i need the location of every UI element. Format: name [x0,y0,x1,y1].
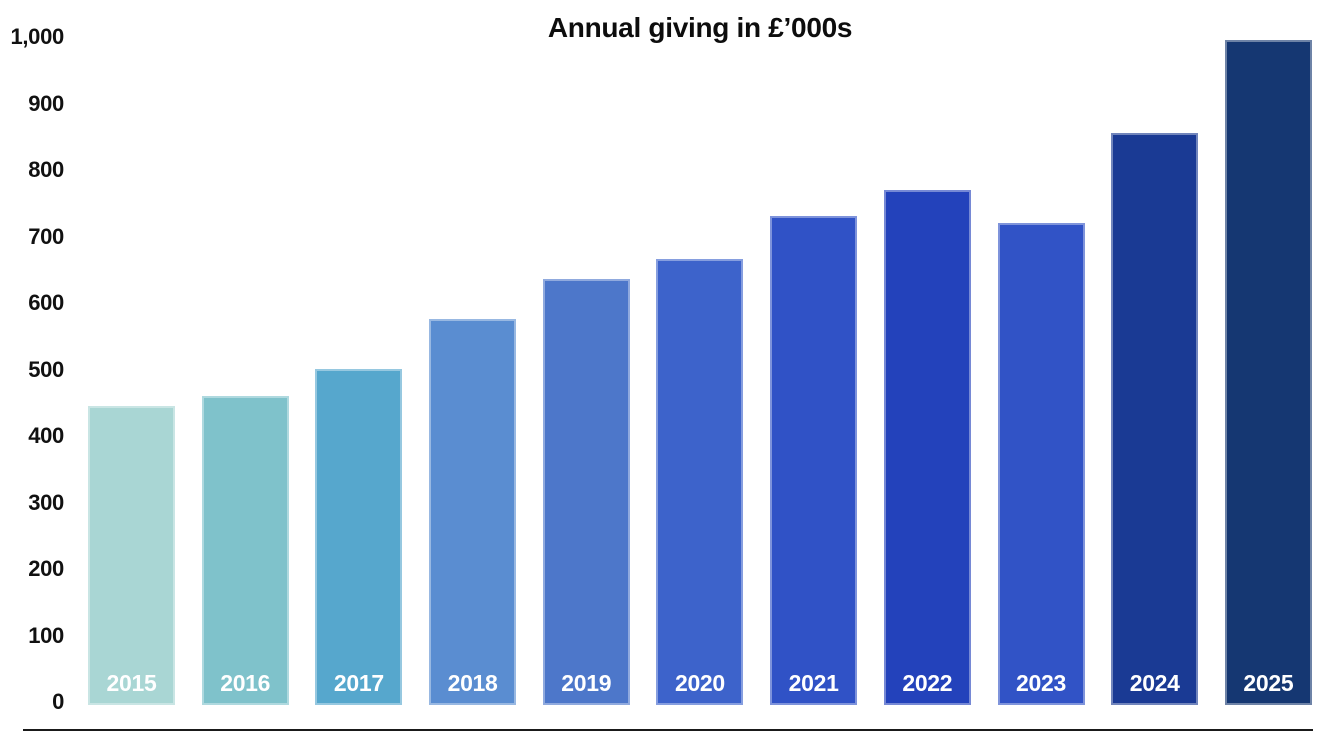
y-tick-label: 200 [28,556,64,581]
bar-year-label: 2017 [333,670,384,696]
bar-2020: 2020 [656,259,744,705]
bar-2022: 2022 [883,190,971,705]
bar-year-label: 2019 [561,670,612,696]
bar-year-label: 2025 [1243,670,1294,696]
y-tick-label: 300 [28,489,64,515]
bar-2024: 2024 [1111,133,1199,705]
bar-year-label: 2021 [788,670,839,696]
y-tick-label: 0 [52,689,64,714]
bar-2016: 2016 [201,396,289,705]
bar-year-label: 2022 [902,670,953,696]
bar-year-label: 2016 [220,670,271,696]
y-axis: 0 100 200 300 400 500 600 700 800 900 1,000 [0,0,64,751]
y-tick-label: 1,000 [10,24,64,49]
bar-2019: 2019 [542,279,630,705]
bar-year-label: 2020 [674,670,725,696]
bar-2017: 2017 [315,369,403,705]
y-tick-label: 700 [28,223,64,249]
bar-year-label: 2023 [1016,670,1066,696]
chart-title: Annual giving in £’000s [547,12,853,43]
bar-2025: 2025 [1224,40,1312,705]
bar-year-label: 2018 [447,670,498,696]
y-tick-label: 800 [28,157,64,182]
y-tick-label: 100 [28,622,64,648]
bar-2018: 2018 [429,319,517,705]
baseline-rule [23,729,1313,731]
bar-2023: 2023 [997,223,1085,705]
y-tick-label: 400 [28,423,64,448]
bar-2021: 2021 [770,216,858,705]
y-tick-label: 600 [28,290,64,315]
bar-year-label: 2024 [1129,670,1180,696]
bar-year-label: 2015 [106,670,157,696]
y-tick-label: 900 [28,90,64,116]
plot-area: 2015 2016 2017 2018 2019 2020 2021 2022 2023 2024… [88,0,1312,705]
bar-2015: 2015 [88,406,175,705]
y-tick-label: 500 [28,356,64,382]
